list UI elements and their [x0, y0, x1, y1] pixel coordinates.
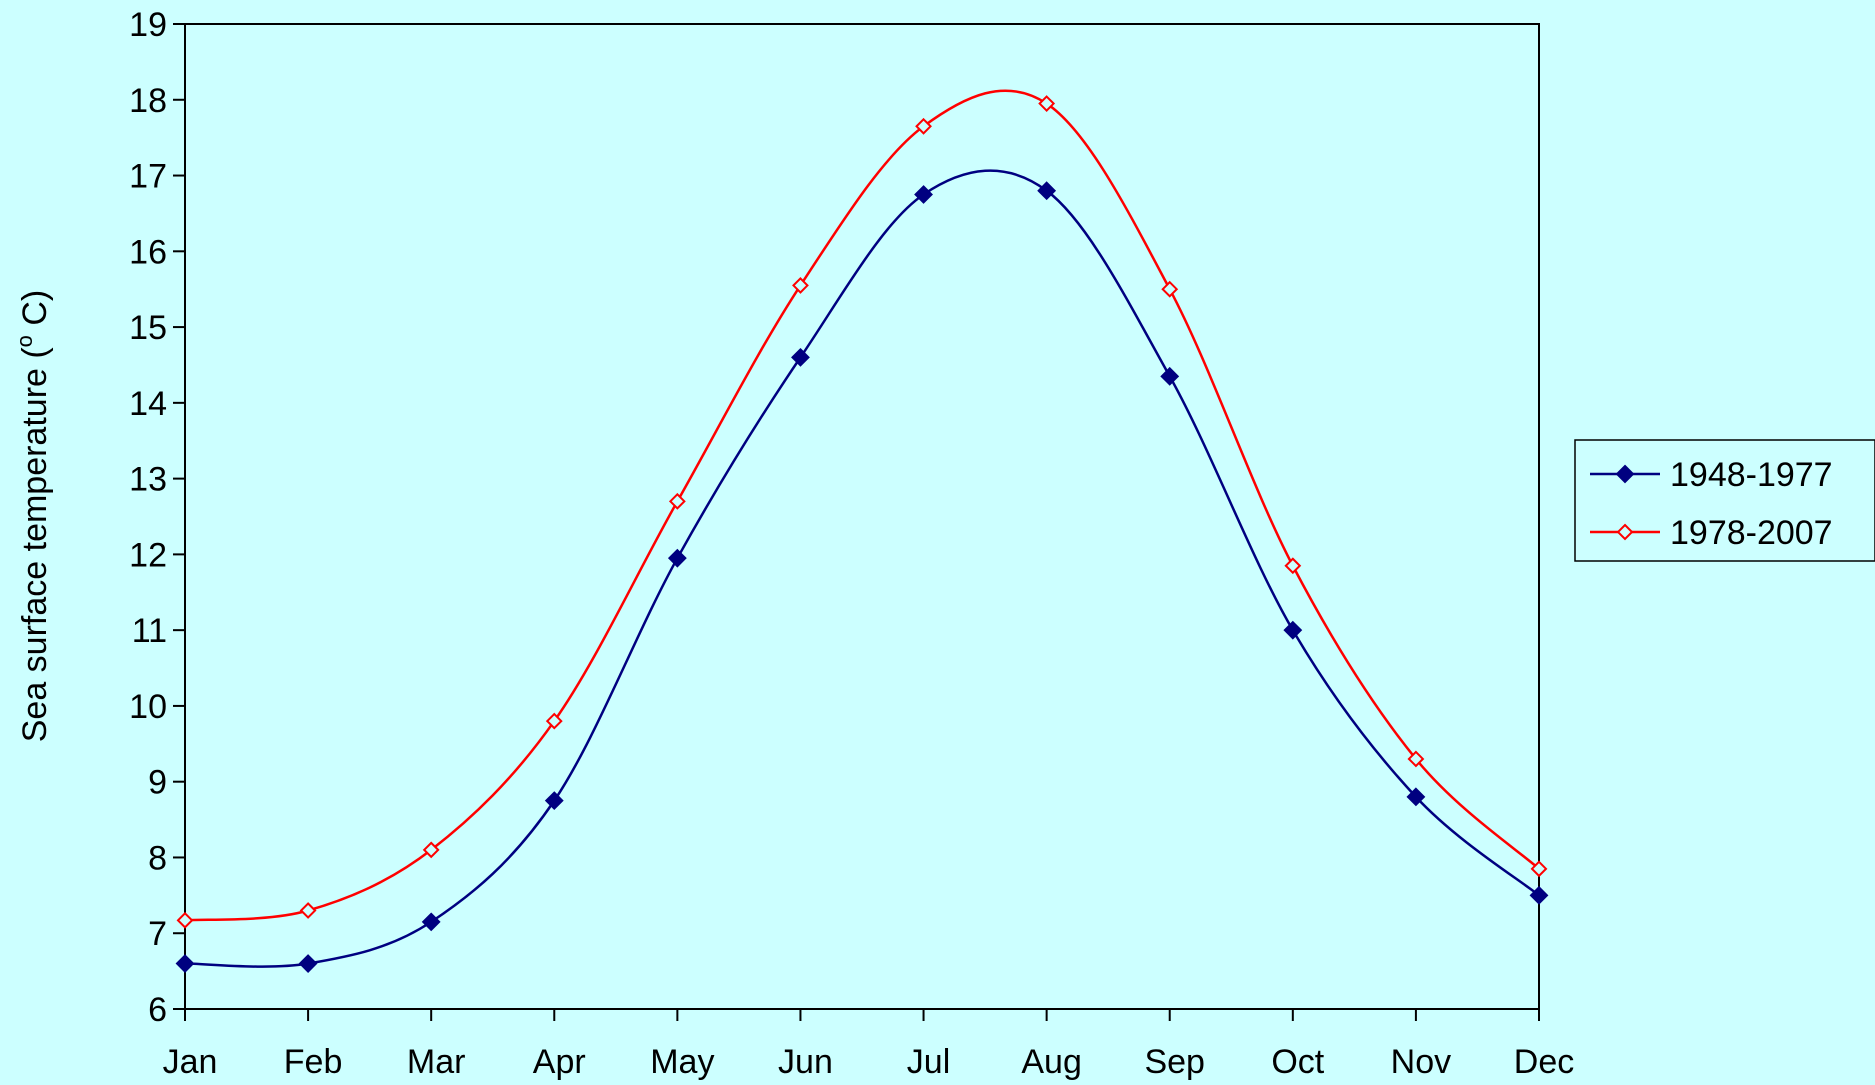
y-tick-label: 7 [148, 915, 167, 953]
x-tick-label: Sep [1144, 1043, 1205, 1081]
legend: 1948-1977 1978-2007 [1574, 439, 1875, 562]
plot-area [184, 23, 1540, 1010]
data-point [1283, 620, 1303, 640]
y-tick-label: 14 [129, 385, 167, 423]
legend-label: 1948-1977 [1670, 456, 1833, 494]
x-tick-label: Jul [907, 1043, 950, 1081]
y-tick-label: 13 [129, 461, 167, 499]
data-point [914, 185, 933, 204]
y-tick-label: 15 [129, 309, 167, 347]
data-point [1530, 860, 1548, 878]
x-tick-label: Jun [778, 1043, 833, 1081]
x-tick-label: Jan [163, 1043, 218, 1081]
data-point [1407, 750, 1425, 768]
y-axis-title-end: C) [16, 290, 54, 335]
series-1948-1977 [175, 169, 1549, 973]
data-point [915, 117, 932, 135]
series-line [184, 89, 1540, 922]
y-tick-label: 8 [148, 839, 167, 877]
y-tick-label: 18 [129, 82, 167, 120]
x-tick-label: Nov [1391, 1043, 1451, 1081]
x-tick-label: Apr [533, 1043, 586, 1081]
data-point [299, 902, 317, 919]
data-point [1161, 280, 1179, 298]
y-tick-label: 16 [129, 233, 167, 271]
data-point [175, 954, 195, 973]
series-1978-2007 [176, 89, 1548, 929]
data-point [298, 954, 318, 973]
data-point [1037, 181, 1057, 201]
legend-box [1574, 439, 1875, 562]
legend-marker [1615, 464, 1635, 484]
data-point [1160, 366, 1180, 386]
x-tick-label: Oct [1271, 1043, 1324, 1081]
data-point [176, 911, 194, 929]
data-point [1038, 95, 1056, 112]
x-tick-label: Mar [407, 1043, 466, 1081]
x-tick-label: May [650, 1043, 714, 1081]
x-axis: Jan Feb Mar Apr May Jun Jul Aug Sep Oct Nov Dec [163, 1009, 1574, 1081]
y-axis-title-superscript: o [12, 335, 37, 347]
data-point [792, 276, 809, 294]
data-point [1284, 557, 1302, 575]
y-tick-label: 17 [129, 158, 167, 196]
legend-entry: 1978-2007 [1590, 514, 1833, 552]
data-point [791, 347, 810, 367]
y-tick-label: 12 [129, 536, 167, 574]
x-tick-label: Dec [1514, 1043, 1574, 1081]
data-point [544, 791, 564, 811]
y-tick-label: 9 [148, 764, 167, 802]
x-tick-label: Feb [284, 1043, 343, 1081]
y-tick-label: 10 [129, 688, 167, 726]
series-line [184, 169, 1540, 968]
legend-marker [1616, 523, 1634, 541]
data-point [1406, 787, 1426, 807]
series-layer [175, 89, 1549, 973]
legend-label: 1978-2007 [1670, 514, 1833, 552]
data-point [667, 548, 687, 568]
y-tick-label: 11 [132, 612, 167, 650]
data-point [545, 712, 563, 730]
y-tick-label: 19 [129, 6, 167, 44]
legend-entry: 1948-1977 [1590, 456, 1833, 494]
data-point [668, 492, 686, 510]
data-point [421, 912, 441, 932]
y-axis: 6 7 8 9 10 11 12 13 14 15 16 17 18 19 [129, 6, 185, 1029]
x-tick-label: Aug [1021, 1043, 1082, 1081]
y-axis-title: Sea surface temperature (o C) [12, 290, 54, 743]
data-point [422, 841, 440, 859]
data-point [1529, 885, 1549, 905]
y-tick-label: 6 [148, 991, 167, 1029]
